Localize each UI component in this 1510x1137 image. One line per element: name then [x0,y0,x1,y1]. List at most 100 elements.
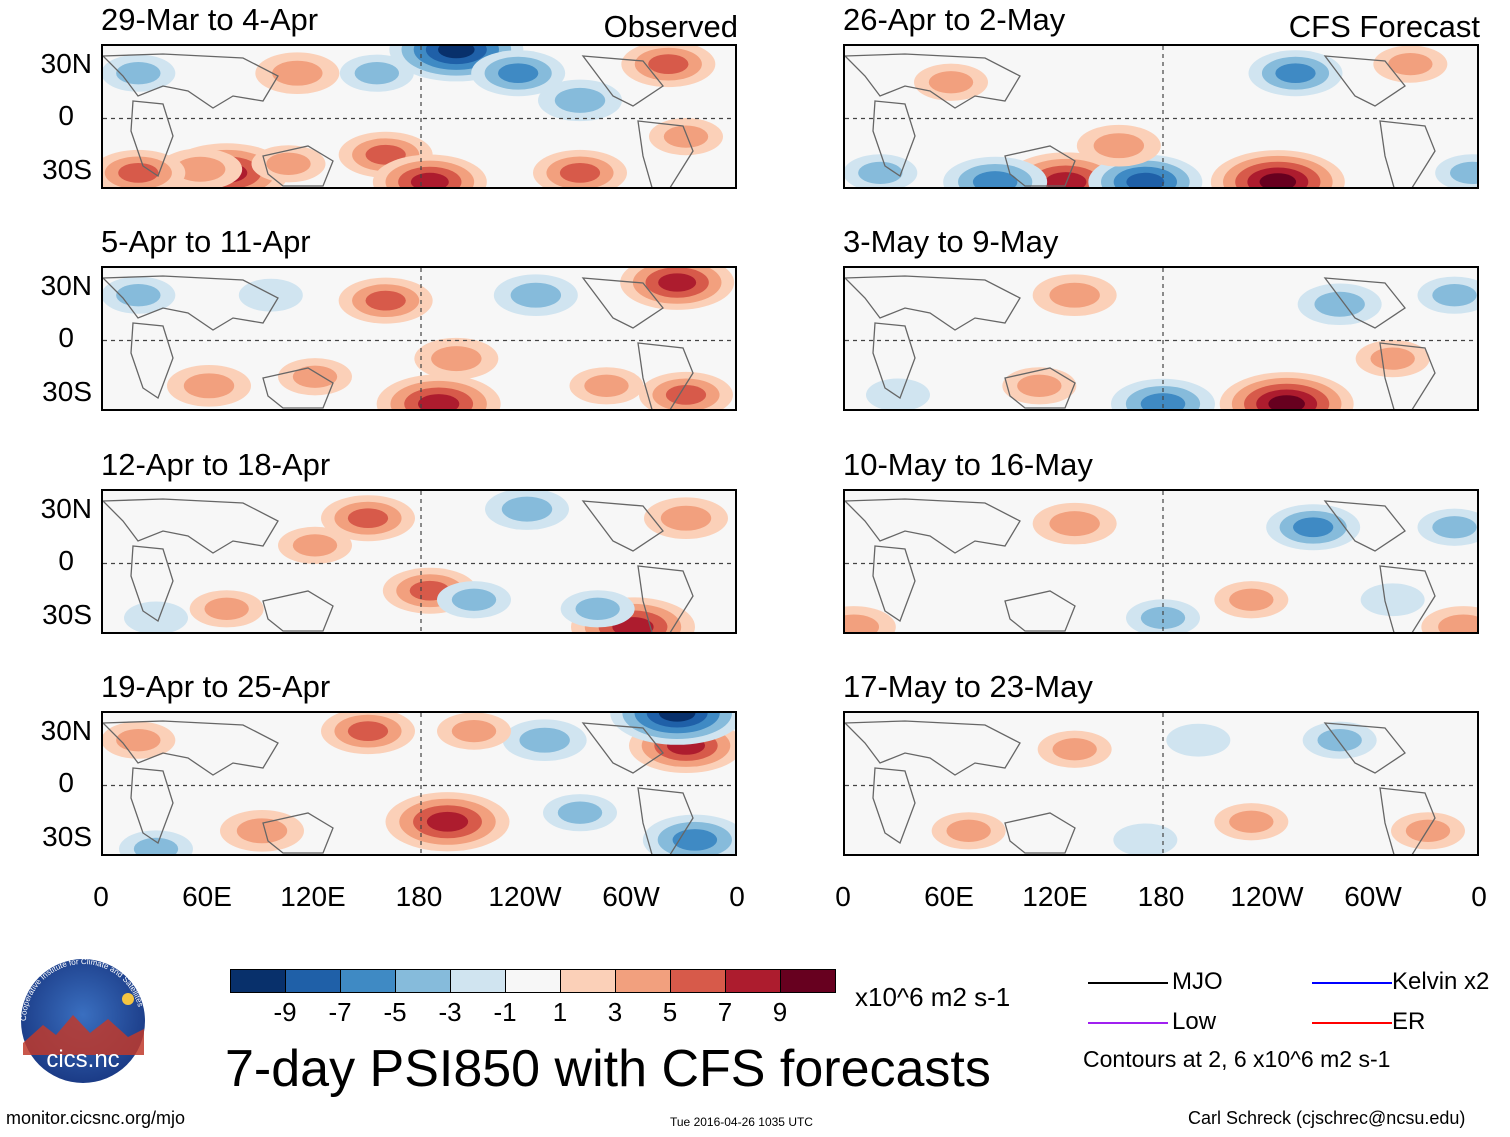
lat-tick-label: 30S [42,376,92,407]
coastline [872,545,916,622]
colorbar-swatch [615,969,671,993]
psi-anomaly-mark [928,71,974,94]
psi-anomaly-mark [946,819,991,842]
lat-tick-label: 0 [58,322,74,353]
psi-anomaly-mark [1360,583,1425,617]
footer-timestamp: Tue 2016-04-26 1035 UTC [670,1115,813,1129]
colorbar-tick-label: -9 [273,997,297,1027]
psi-anomaly-mark [1049,282,1100,308]
footer-author: Carl Schreck (cjschrec@ncsu.edu) [1188,1108,1466,1128]
psi-anomaly-mark [858,161,903,185]
logo-text: cics.nc [46,1046,119,1073]
psi-anomaly-mark [418,394,460,409]
colorbar-swatch [285,969,341,993]
coastline [103,275,279,331]
psi-anomaly-mark [1268,395,1305,409]
lat-tick-label: 30S [42,821,92,852]
psi-anomaly-mark [347,721,389,741]
lon-tick-label: 120W [1230,881,1304,912]
legend-label-kelvin: Kelvin x2 [1392,968,1490,995]
coastline [130,322,174,399]
lon-tick-label: 0 [835,881,851,912]
observed-header: Observed [603,9,738,44]
panel-title-fcst-2: 3-May to 9-May [843,224,1059,259]
legend-label-er: ER [1392,1008,1426,1035]
lon-tick-label: 120E [1022,881,1088,912]
psi-anomaly-mark [1017,374,1062,397]
psi-anomaly-mark [498,63,539,84]
map-panel-fcst-1 [843,44,1479,189]
legend-label-low: Low [1172,1008,1217,1035]
colorbar-swatch [340,969,396,993]
lon-tick-label: 60E [182,881,232,912]
lon-tick-label: 0 [93,881,109,912]
psi-anomaly-mark [1432,516,1477,539]
colorbar-swatch [560,969,616,993]
footer-url[interactable]: monitor.cicsnc.org/mjo [6,1108,186,1128]
psi-anomaly-mark [584,374,629,397]
lat-tick-label: 0 [58,100,74,131]
coastline [637,342,694,409]
psi-anomaly-mark [183,373,235,399]
lat-tick-label: 0 [58,545,74,576]
psi-anomaly-mark [575,597,620,620]
psi-anomaly-mark [174,156,226,182]
lon-tick-label: 60E [924,881,974,912]
psi-anomaly-mark [1052,738,1097,761]
psi-anomaly-mark [1388,52,1433,76]
map-panel-obs-3 [101,489,737,634]
map-panel-obs-4 [101,711,737,856]
colorbar-swatch [725,969,781,993]
psi-anomaly-mark [660,505,712,531]
colorbar-tick-label: -3 [438,997,462,1027]
coastline [130,100,174,177]
psi-anomaly-mark [658,713,696,722]
lon-tick-label: 180 [395,881,443,912]
psi-anomaly-mark [554,87,606,113]
psi-anomaly-mark [133,837,179,854]
coastline [1379,120,1436,187]
lat-tick-label: 30S [42,154,92,185]
coastline [1323,722,1406,774]
coastline [1004,812,1076,854]
colorbar-tick-label: -7 [328,997,352,1027]
coastline [872,767,916,844]
psi-anomaly-mark [116,284,161,307]
chart-title: 7-day PSI850 with CFS forecasts [225,1040,991,1098]
psi-anomaly-mark [118,163,159,183]
psi-anomaly-mark [1293,517,1334,538]
lon-tick-label: 0 [1471,881,1487,912]
psi-anomaly-mark [510,282,562,308]
psi-anomaly-mark [559,163,601,183]
coastline [581,55,664,107]
colorbar-tick-label: 3 [607,997,623,1027]
psi-anomaly-mark [451,588,497,611]
colorbar-tick-label: -1 [493,997,517,1027]
psi-anomaly-mark [266,152,311,175]
psi-anomaly-mark [116,729,161,752]
panel-title-fcst-1: 26-Apr to 2-May [843,2,1066,37]
lat-tick-label: 30N [40,715,92,746]
lon-tick-label: 60W [1344,881,1402,912]
psi-anomaly-mark [1049,511,1100,537]
forecast-header: CFS Forecast [1288,9,1480,44]
psi-anomaly-mark [124,601,188,632]
coastline [262,590,334,632]
psi-anomaly-mark [204,597,249,620]
legend-line-kelvin [1312,982,1392,984]
psi-anomaly-mark [672,829,718,851]
psi-anomaly-mark [354,62,400,85]
psi-anomaly-mark [426,811,469,832]
map-panel-obs-2 [101,266,737,411]
psi-anomaly-mark [1317,729,1362,752]
colorbar-tick-label: -5 [383,997,407,1027]
psi-anomaly-mark [866,378,930,409]
colorbar-tick-label: 9 [772,997,788,1027]
coastline [1379,787,1436,854]
psi-anomaly-mark [1045,172,1087,187]
psi-anomaly-mark [501,496,553,522]
psi-anomaly-mark [1140,606,1186,630]
lat-tick-label: 30S [42,599,92,630]
psi-anomaly-mark [972,171,1018,187]
psi-anomaly-mark [1259,173,1297,187]
